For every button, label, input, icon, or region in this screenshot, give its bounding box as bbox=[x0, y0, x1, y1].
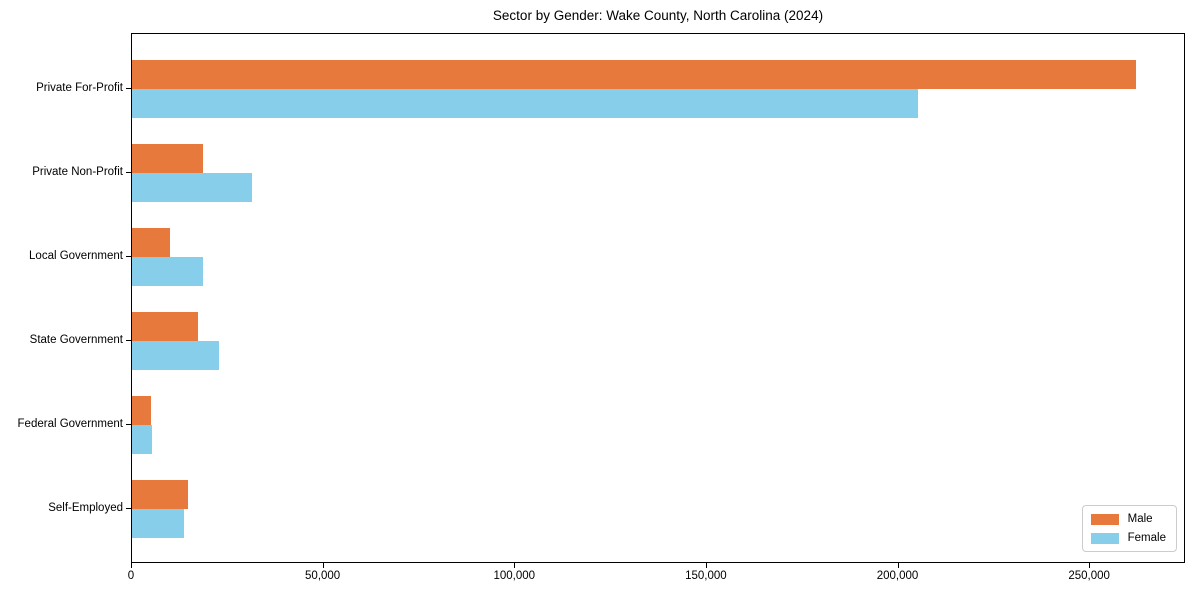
x-tick-mark bbox=[897, 563, 899, 568]
x-tick-label: 150,000 bbox=[685, 570, 727, 582]
x-tick-mark bbox=[514, 563, 516, 568]
y-tick-label: Federal Government bbox=[17, 418, 123, 431]
bar-male-6 bbox=[132, 480, 189, 510]
bar-female-5 bbox=[132, 425, 152, 455]
y-tick-mark bbox=[126, 508, 131, 510]
y-tick-mark bbox=[126, 88, 131, 90]
chart-title: Sector by Gender: Wake County, North Car… bbox=[492, 8, 824, 23]
y-tick-mark bbox=[126, 424, 131, 426]
legend-label-female: Female bbox=[1127, 532, 1166, 544]
bar-female-6 bbox=[132, 509, 184, 539]
x-tick-mark bbox=[705, 563, 707, 568]
bar-male-2 bbox=[132, 144, 203, 174]
x-tick-mark bbox=[131, 563, 132, 568]
legend-label-male: Male bbox=[1127, 513, 1153, 525]
y-tick-label: State Government bbox=[29, 334, 123, 347]
plot-area: Male Female bbox=[131, 33, 1185, 563]
y-tick-label: Local Government bbox=[29, 250, 123, 263]
legend-entry-female: Female bbox=[1090, 532, 1166, 544]
x-tick-label: 0 bbox=[127, 570, 135, 582]
x-tick-label: 250,000 bbox=[1068, 570, 1110, 582]
bar-male-4 bbox=[132, 312, 199, 342]
x-tick-label: 100,000 bbox=[493, 570, 536, 582]
bar-male-3 bbox=[132, 228, 170, 258]
legend-swatch-male bbox=[1090, 513, 1119, 525]
bar-female-4 bbox=[132, 341, 219, 371]
x-tick-label: 50,000 bbox=[305, 570, 341, 582]
y-tick-mark bbox=[126, 340, 131, 342]
x-tick-mark bbox=[322, 563, 324, 568]
legend: Male Female bbox=[1081, 505, 1177, 552]
x-tick-mark bbox=[1089, 563, 1091, 568]
legend-swatch-female bbox=[1090, 532, 1119, 544]
x-tick-label: 200,000 bbox=[876, 570, 919, 582]
bar-female-3 bbox=[132, 257, 204, 287]
y-tick-label: Self-Employed bbox=[48, 502, 123, 515]
y-tick-mark bbox=[126, 172, 131, 174]
y-tick-label: Private For-Profit bbox=[36, 82, 123, 95]
legend-entry-male: Male bbox=[1090, 513, 1166, 525]
y-tick-mark bbox=[126, 256, 131, 258]
bar-male-5 bbox=[132, 396, 152, 426]
y-tick-label: Private Non-Profit bbox=[32, 166, 123, 179]
bar-female-2 bbox=[132, 173, 252, 203]
bar-female-1 bbox=[132, 89, 918, 119]
bar-male-1 bbox=[132, 60, 1137, 90]
